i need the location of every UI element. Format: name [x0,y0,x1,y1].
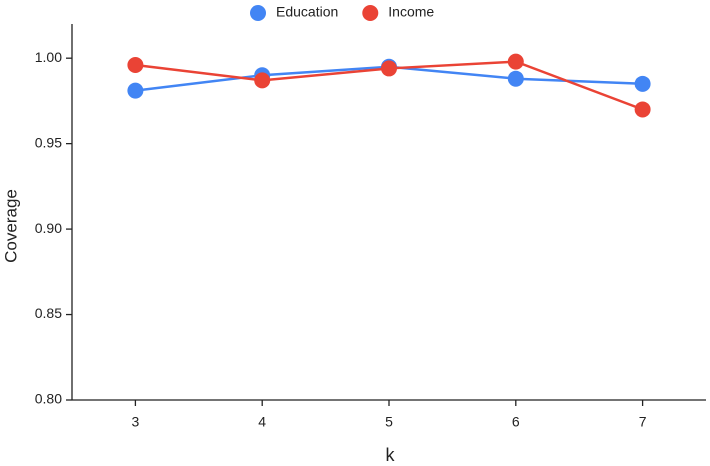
legend-label: Income [388,4,434,20]
point [254,72,271,89]
point [634,101,651,118]
legend-marker [362,5,379,21]
x-tick-label: 3 [132,414,140,430]
x-tick-label: 6 [512,414,520,430]
x-tick-label: 7 [639,414,647,430]
legend-marker [250,5,266,21]
x-tick-label: 4 [258,414,266,430]
x-tick-label: 5 [385,414,393,430]
y-axis-label: Coverage [1,189,20,263]
point [507,70,524,87]
point [381,60,397,77]
y-tick-label: 0.90 [35,220,62,236]
point [634,75,651,92]
x-axis-label: k [386,445,396,465]
point [507,53,524,70]
y-tick-label: 0.80 [35,391,62,407]
legend-label: Education [276,4,338,20]
y-tick-label: 0.95 [35,134,62,150]
point [127,57,144,74]
y-tick-label: 0.85 [35,305,62,321]
y-tick-label: 1.00 [35,49,62,65]
point [127,82,144,99]
